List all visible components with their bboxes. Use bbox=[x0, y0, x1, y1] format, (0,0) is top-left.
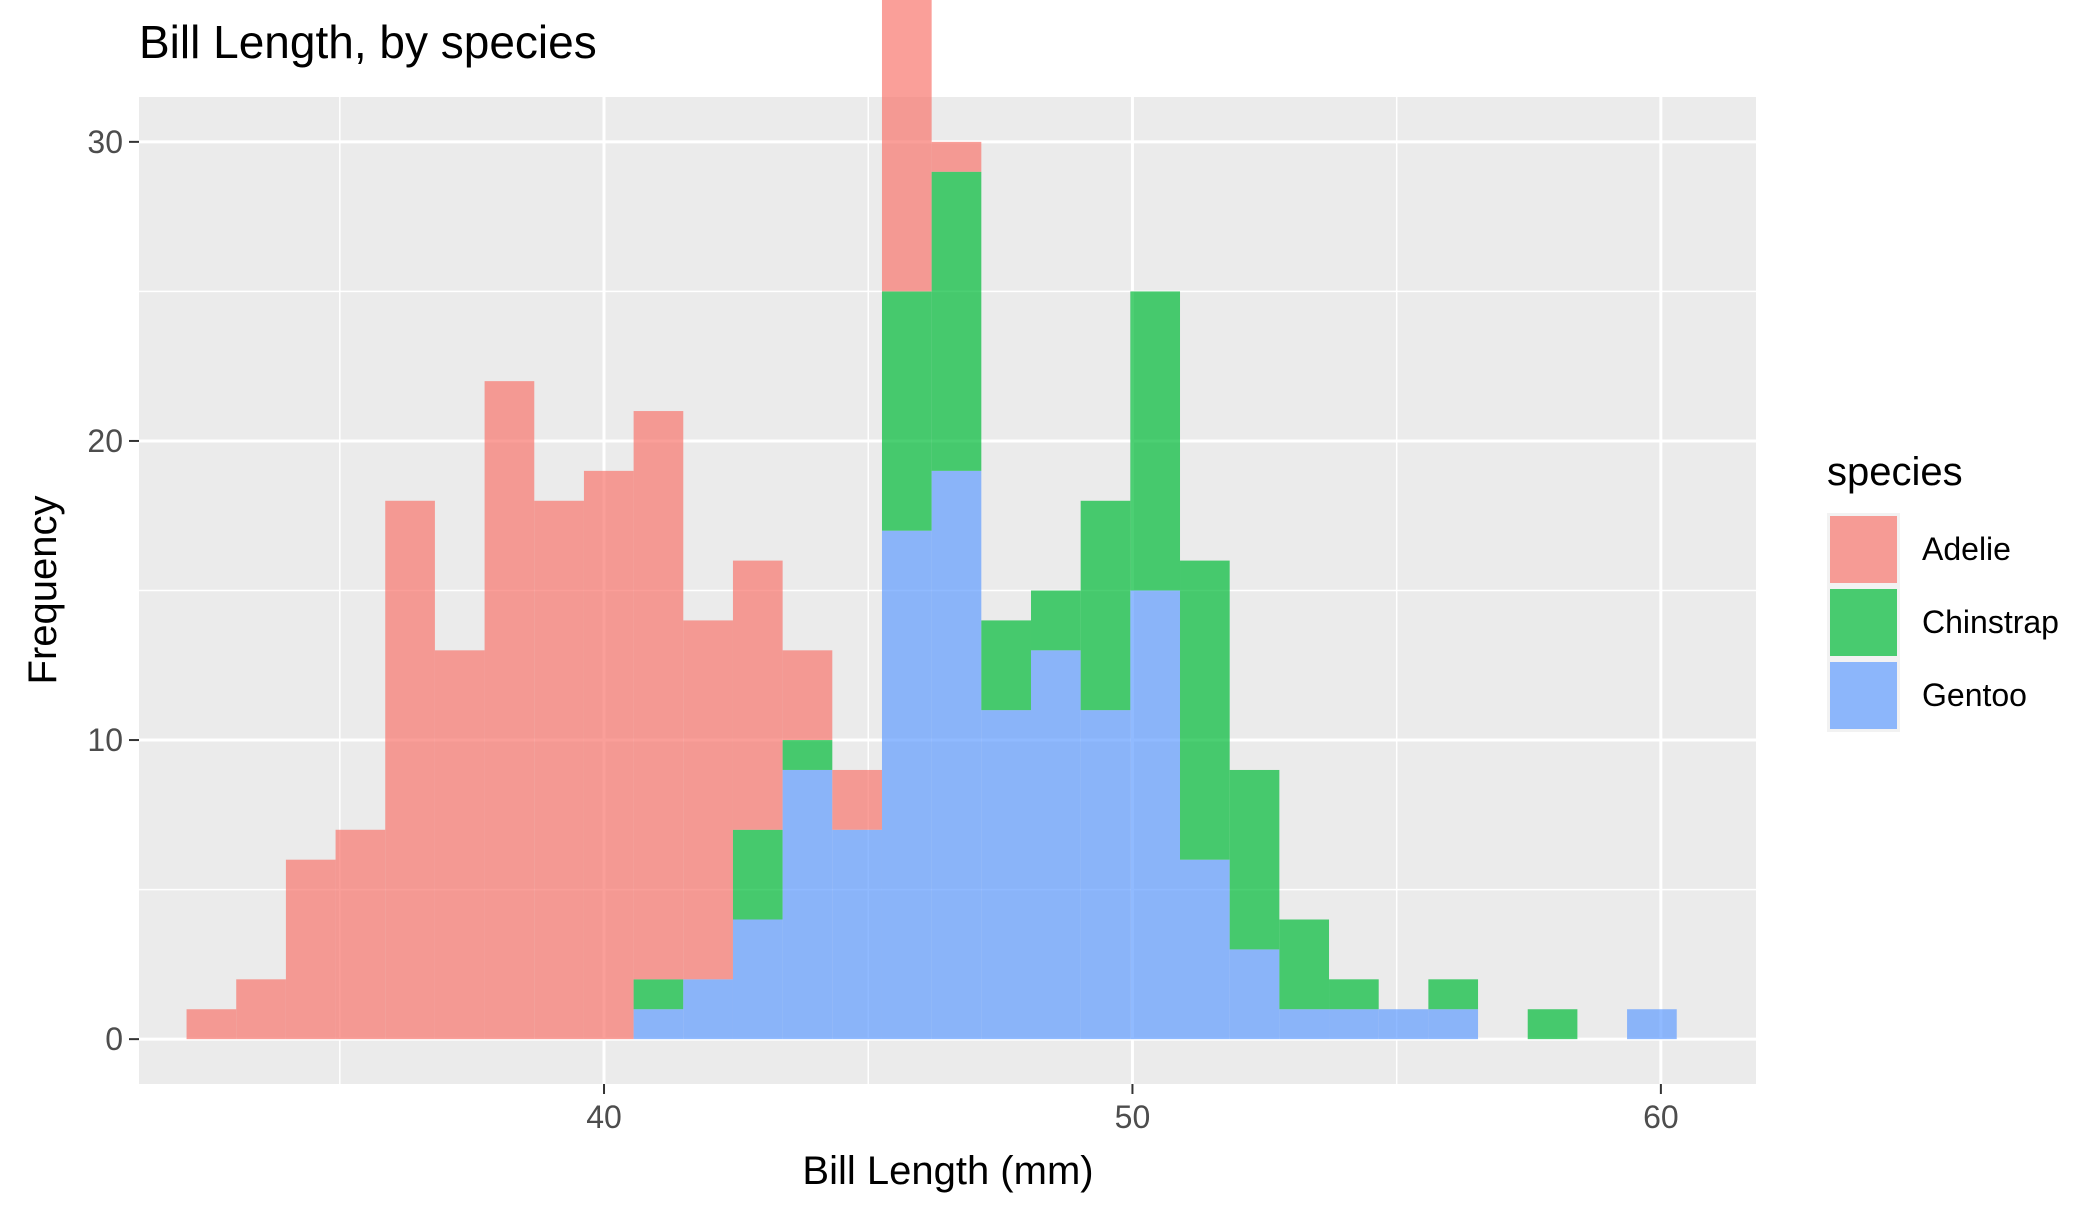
bar-chinstrap bbox=[1080, 500, 1131, 711]
bar-gentoo bbox=[981, 710, 1031, 1040]
bar-adelie bbox=[534, 500, 584, 1040]
bar-gentoo bbox=[1030, 650, 1081, 1040]
bar-gentoo bbox=[1428, 1009, 1479, 1040]
bar-gentoo bbox=[832, 829, 882, 1040]
bar-chinstrap bbox=[633, 979, 684, 1010]
bar-gentoo bbox=[1080, 710, 1131, 1040]
bar-gentoo bbox=[1627, 1009, 1677, 1040]
legend-label: Adelie bbox=[1922, 531, 2011, 567]
bar-adelie bbox=[335, 829, 386, 1040]
bar-chinstrap bbox=[1229, 769, 1280, 950]
bar-adelie bbox=[385, 500, 435, 1040]
bar-adelie bbox=[683, 620, 733, 980]
bar-adelie bbox=[782, 650, 833, 741]
y-tick-label: 10 bbox=[87, 722, 123, 758]
chart-title: Bill Length, by species bbox=[139, 16, 597, 68]
bar-gentoo bbox=[1130, 590, 1181, 1040]
bar-adelie bbox=[484, 381, 535, 1040]
bar-chinstrap bbox=[1030, 590, 1081, 651]
legend-label: Gentoo bbox=[1922, 677, 2027, 713]
y-axis-title: Frequency bbox=[21, 496, 65, 685]
y-tick-label: 0 bbox=[105, 1021, 123, 1057]
bar-chinstrap bbox=[881, 291, 932, 531]
bar-adelie bbox=[434, 650, 485, 1040]
bar-gentoo bbox=[881, 530, 932, 1040]
bar-chinstrap bbox=[1329, 979, 1379, 1010]
bar-adelie bbox=[186, 1009, 237, 1040]
bar-adelie bbox=[236, 979, 286, 1040]
bar-chinstrap bbox=[931, 171, 982, 471]
bar-adelie bbox=[931, 141, 982, 172]
bar-chinstrap bbox=[1279, 919, 1330, 1010]
y-axis: 0 10 20 30 bbox=[87, 124, 139, 1057]
bar-gentoo bbox=[1180, 859, 1230, 1040]
bar-adelie bbox=[732, 560, 783, 830]
bar-gentoo bbox=[732, 919, 783, 1040]
histogram-bars bbox=[186, 0, 1677, 1040]
legend-key-adelie bbox=[1830, 516, 1897, 583]
bar-adelie bbox=[583, 470, 634, 1040]
legend: species Adelie Chinstrap Gentoo bbox=[1827, 450, 2059, 732]
legend-key-gentoo bbox=[1830, 662, 1897, 729]
bar-gentoo bbox=[1279, 1009, 1330, 1040]
legend-label: Chinstrap bbox=[1922, 604, 2059, 640]
bar-chinstrap bbox=[1180, 560, 1230, 860]
bar-gentoo bbox=[633, 1009, 684, 1040]
bar-gentoo bbox=[1229, 949, 1280, 1040]
bar-adelie bbox=[633, 411, 684, 980]
bar-gentoo bbox=[931, 470, 982, 1040]
bar-chinstrap bbox=[981, 620, 1031, 711]
bar-chinstrap bbox=[1130, 291, 1181, 591]
x-tick-label: 40 bbox=[586, 1099, 622, 1135]
bar-gentoo bbox=[683, 979, 733, 1040]
legend-title: species bbox=[1827, 450, 1963, 494]
bar-chinstrap bbox=[1428, 979, 1479, 1010]
bar-adelie bbox=[881, 0, 932, 292]
bar-gentoo bbox=[1329, 1009, 1379, 1040]
bar-adelie bbox=[832, 769, 882, 830]
x-tick-label: 60 bbox=[1643, 1099, 1679, 1135]
bar-adelie bbox=[285, 859, 336, 1040]
bar-gentoo bbox=[782, 769, 833, 1040]
bar-gentoo bbox=[1378, 1009, 1429, 1040]
y-tick-label: 30 bbox=[87, 124, 123, 160]
legend-key-chinstrap bbox=[1830, 589, 1897, 656]
x-axis-title: Bill Length (mm) bbox=[802, 1149, 1093, 1193]
bar-chinstrap bbox=[782, 740, 833, 770]
bar-chinstrap bbox=[732, 829, 783, 920]
x-tick-label: 50 bbox=[1115, 1099, 1151, 1135]
y-tick-label: 20 bbox=[87, 423, 123, 459]
x-axis: 40 50 60 bbox=[586, 1084, 1679, 1135]
bar-chinstrap bbox=[1527, 1009, 1578, 1040]
